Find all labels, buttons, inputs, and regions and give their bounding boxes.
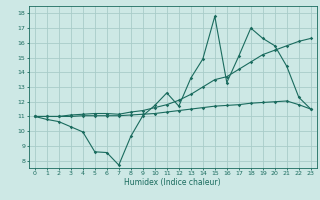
X-axis label: Humidex (Indice chaleur): Humidex (Indice chaleur) [124, 178, 221, 187]
